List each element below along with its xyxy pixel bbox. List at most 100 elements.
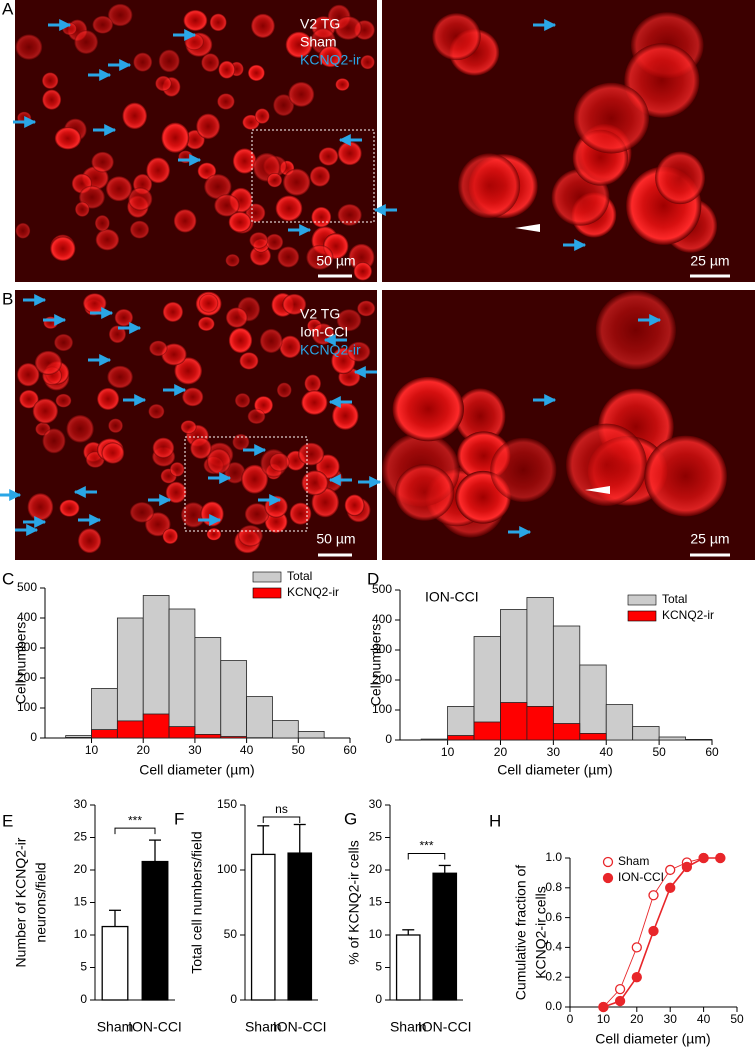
x-tick-label: ION-CCI (273, 1019, 327, 1035)
cell (282, 168, 311, 196)
x-tick-label: 20 (630, 1012, 644, 1026)
cell (34, 350, 62, 375)
significance-label: ns (275, 802, 288, 816)
cell (454, 388, 506, 444)
y-tick-label: 150 (217, 797, 237, 811)
cell (217, 93, 235, 110)
cell (392, 376, 464, 442)
legend-label: Total (287, 569, 312, 583)
histogram-bar (552, 723, 581, 741)
cell (311, 206, 332, 228)
histogram-bar (272, 720, 299, 739)
histogram-bar (116, 720, 144, 739)
cell (206, 528, 222, 541)
histogram-bar (91, 729, 118, 739)
y-tick-label: 0.6 (545, 910, 562, 924)
x-tick-label: ION-CCI (128, 1019, 182, 1035)
cell (573, 82, 650, 154)
cell (285, 31, 313, 58)
cell (275, 195, 303, 222)
cell (301, 470, 329, 496)
cell (161, 343, 187, 366)
cell (200, 501, 224, 527)
y-tick-label: 400 (372, 612, 392, 626)
cell (15, 222, 31, 239)
cell (206, 448, 231, 475)
cell (91, 151, 114, 173)
y-tick-label: 500 (17, 580, 37, 594)
y-tick-label: 50 (224, 927, 238, 941)
cell (83, 293, 107, 314)
x-tick-label: 60 (705, 745, 719, 759)
x-tick-label: 10 (85, 743, 99, 757)
bar (432, 872, 458, 1001)
cell (282, 293, 307, 315)
panel-label: F (174, 809, 184, 828)
annotation: ION-CCI (425, 589, 479, 605)
image-caption: V2 TG (300, 16, 340, 32)
point (614, 995, 626, 1007)
cell (234, 393, 251, 408)
image-caption: Ion-CCI (300, 324, 348, 340)
cell (360, 54, 375, 70)
cell (174, 357, 203, 385)
panel-label: E (2, 811, 13, 830)
y-tick-label: 15 (369, 895, 383, 909)
panel-label: C (2, 569, 14, 588)
cell (279, 335, 301, 359)
cell (42, 89, 62, 110)
x-tick-label: 60 (343, 743, 357, 757)
zoom-box (251, 129, 375, 223)
cell (162, 301, 184, 322)
cell (149, 340, 168, 357)
cell (644, 435, 727, 517)
significance-bracket (262, 816, 301, 823)
y-tick-label: 25 (369, 830, 383, 844)
y-axis-label: Number of KCNQ2-ir (13, 837, 29, 967)
histogram-bar (473, 721, 501, 741)
histogram-bar (605, 704, 634, 741)
cell (267, 173, 283, 188)
y-tick-label: 15 (74, 895, 88, 909)
cell (239, 352, 259, 370)
legend-swatch (627, 610, 657, 622)
histogram-bar (246, 696, 273, 739)
y-tick-label: 300 (372, 642, 392, 656)
cell (27, 493, 54, 521)
cell (169, 462, 185, 477)
cell (122, 102, 148, 130)
cell (265, 233, 284, 251)
x-tick-label: 30 (188, 743, 202, 757)
cell (42, 428, 66, 454)
cell (289, 502, 312, 525)
x-tick-label: 40 (240, 743, 254, 757)
panel-label: D (367, 569, 379, 588)
histogram-bar (168, 608, 196, 739)
histogram-bar (579, 664, 607, 741)
y-axis-label: KCNQ2-ir cells (533, 886, 549, 979)
y-axis-label: Cell numbers (368, 624, 384, 706)
x-tick-label: 40 (600, 745, 614, 759)
point (665, 864, 676, 876)
histogram-bar (632, 726, 660, 741)
cell (318, 45, 343, 68)
cell (129, 220, 150, 239)
histogram-bar (220, 736, 248, 739)
x-tick-label: 20 (137, 743, 151, 757)
y-tick-label: 5 (80, 960, 87, 974)
zoom-box (184, 436, 308, 532)
histogram-bar (194, 637, 222, 739)
histogram-bar (194, 734, 222, 739)
scale-label: 25 µm (690, 253, 729, 269)
x-tick-label: 30 (547, 745, 561, 759)
chart: G 0 5 10 15 20 25 30 % of KCNQ2-ir cells ShamION-… (344, 797, 472, 1035)
point (665, 882, 676, 893)
y-tick-label: 0 (80, 992, 87, 1006)
legend-label: ION-CCI (618, 870, 664, 884)
histogram-bar (447, 735, 475, 741)
cell (225, 254, 240, 267)
cell (357, 300, 376, 317)
y-tick-label: 200 (372, 672, 392, 686)
cell (75, 201, 90, 217)
